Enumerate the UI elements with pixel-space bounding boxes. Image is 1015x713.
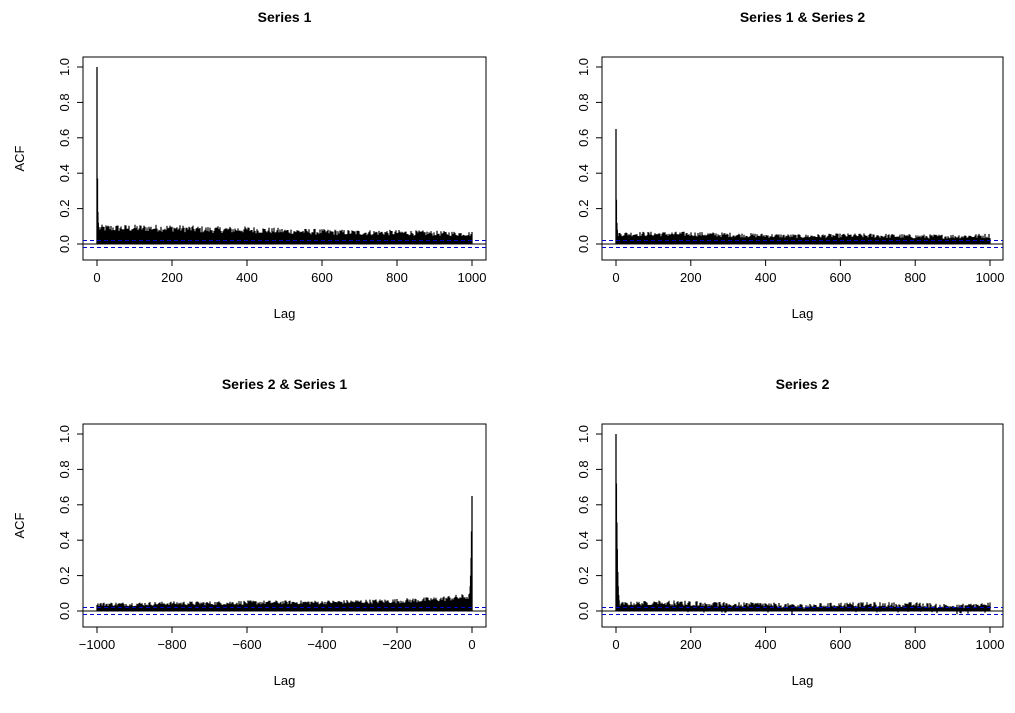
x-tick-label: 800 [904,637,926,652]
x-tick-label: −600 [232,637,261,652]
y-tick-label: 0.2 [576,200,591,218]
acf-bars [96,593,471,611]
y-tick-label: 0.4 [576,531,591,549]
x-tick-label: 600 [830,637,852,652]
x-tick-label: 200 [680,637,702,652]
y-tick-label: 0.8 [576,93,591,111]
x-axis: 0 200 400 600 800 1000 [612,260,1004,285]
x-tick-label: 1000 [976,637,1005,652]
y-tick-label: 0.0 [576,602,591,620]
x-tick-label: 800 [904,270,926,285]
acf-spike [615,128,618,244]
x-tick-label: −400 [307,637,336,652]
acf-panel-2: Series 1 & Series 2 0 200 400 600 800 1000 Lag 0… [576,9,1004,321]
y-axis: 0.0 0.2 0.4 0.6 0.8 1.0 [57,425,83,620]
x-axis: 0 200 400 600 800 1000 [93,260,486,285]
x-axis-label: Lag [792,673,814,688]
panel-title: Series 2 & Series 1 [222,376,348,392]
x-tick-label: 400 [755,270,777,285]
panel-title: Series 1 & Series 2 [740,9,866,25]
x-tick-label: 0 [612,270,619,285]
x-tick-label: 200 [680,270,702,285]
y-tick-label: 0.2 [57,200,72,218]
y-tick-label: 0.4 [57,164,72,182]
x-axis: −1000 −800 −600 −400 −200 0 [79,627,476,652]
y-axis-label: ACF [12,145,27,171]
panel-title: Series 2 [776,376,830,392]
y-tick-label: 1.0 [57,425,72,443]
y-tick-label: 0.0 [576,235,591,253]
y-tick-label: 1.0 [576,425,591,443]
x-tick-label: 0 [93,270,100,285]
y-tick-label: 1.0 [57,58,72,76]
y-tick-label: 0.6 [57,496,72,514]
acf-panel-1: Series 1 0 200 400 600 800 1000 Lag 0.0 0.2 0.4 0.6… [12,9,487,321]
plot-frame [82,423,487,628]
acf-bars [617,231,991,244]
y-tick-label: 0.8 [57,93,72,111]
x-tick-label: 600 [311,270,333,285]
x-tick-label: 800 [386,270,408,285]
x-tick-label: −1000 [79,637,116,652]
acf-bars [98,224,473,244]
y-axis: 0.0 0.2 0.4 0.6 0.8 1.0 [57,58,83,253]
y-axis: 0.0 0.2 0.4 0.6 0.8 1.0 [576,58,602,253]
x-tick-label: 0 [612,637,619,652]
x-tick-label: 400 [236,270,258,285]
x-axis-label: Lag [274,673,296,688]
x-tick-label: 0 [468,637,475,652]
x-tick-label: −800 [157,637,186,652]
x-axis-label: Lag [274,306,296,321]
x-tick-label: 1000 [458,270,487,285]
x-tick-label: 400 [755,637,777,652]
acf-spike [615,434,620,611]
y-tick-label: 0.2 [576,567,591,585]
x-tick-label: −200 [382,637,411,652]
panel-title: Series 1 [258,9,312,25]
acf-spike [96,67,99,244]
y-tick-label: 0.8 [57,460,72,478]
y-tick-label: 0.4 [576,164,591,182]
x-axis: 0 200 400 600 800 1000 [612,627,1004,652]
y-tick-label: 0.6 [576,129,591,147]
x-tick-label: 600 [830,270,852,285]
y-tick-label: 0.6 [576,496,591,514]
x-axis-label: Lag [792,306,814,321]
y-tick-label: 0.8 [576,460,591,478]
acf-panel-4: Series 2 0 200 400 600 800 1000 Lag 0.0 0.2 0.4 0.6… [576,376,1004,688]
plot-frame [601,423,1004,628]
y-tick-label: 0.4 [57,531,72,549]
acf-spike [469,495,473,611]
y-tick-label: 0.0 [57,235,72,253]
x-tick-label: 1000 [976,270,1005,285]
y-tick-label: 0.2 [57,567,72,585]
acf-panel-3: Series 2 & Series 1 −1000 −800 −600 −400 −200… [12,376,487,688]
y-tick-label: 1.0 [576,58,591,76]
y-tick-label: 0.6 [57,129,72,147]
y-tick-label: 0.0 [57,602,72,620]
x-tick-label: 200 [161,270,183,285]
plot-frame [82,56,487,261]
plot-frame [601,56,1004,261]
y-axis-label: ACF [12,512,27,538]
y-axis: 0.0 0.2 0.4 0.6 0.8 1.0 [576,425,602,620]
